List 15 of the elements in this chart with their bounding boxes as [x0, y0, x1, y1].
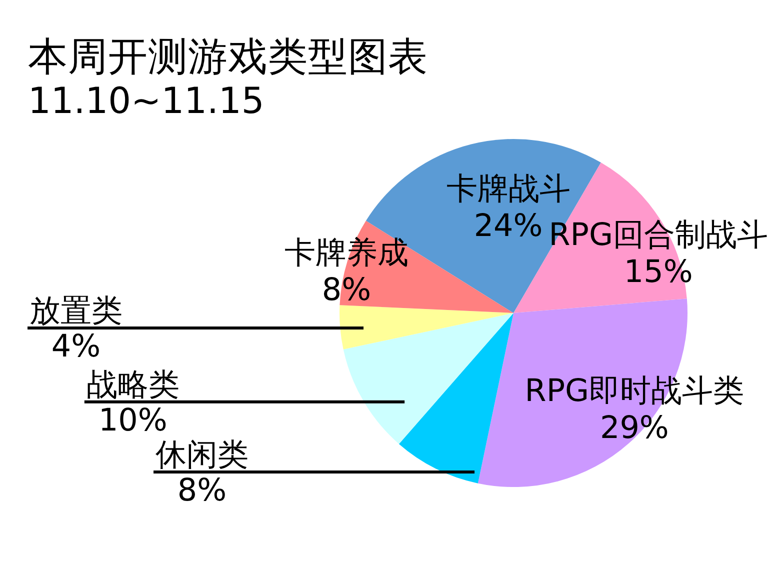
chart-subtitle: 11.10~11.15: [28, 81, 264, 122]
slice-label: 卡牌养成: [284, 235, 408, 272]
data-label: 8%: [177, 472, 227, 509]
data-label: 10%: [98, 402, 168, 438]
chart-title: 本周开测游戏类型图表: [28, 34, 428, 80]
slice-label: RPG即时战斗类: [524, 373, 744, 410]
data-label: 8%: [322, 272, 372, 308]
data-label: 24%: [474, 208, 543, 244]
data-label: 15%: [624, 254, 693, 290]
slice-label: 卡牌战斗: [446, 170, 570, 207]
slice-label: 战略类: [86, 366, 180, 403]
slice-label: 休闲类: [155, 437, 248, 474]
slice-label: 放置类: [30, 292, 123, 329]
data-label: 29%: [600, 410, 669, 446]
data-label: 4%: [51, 328, 101, 365]
